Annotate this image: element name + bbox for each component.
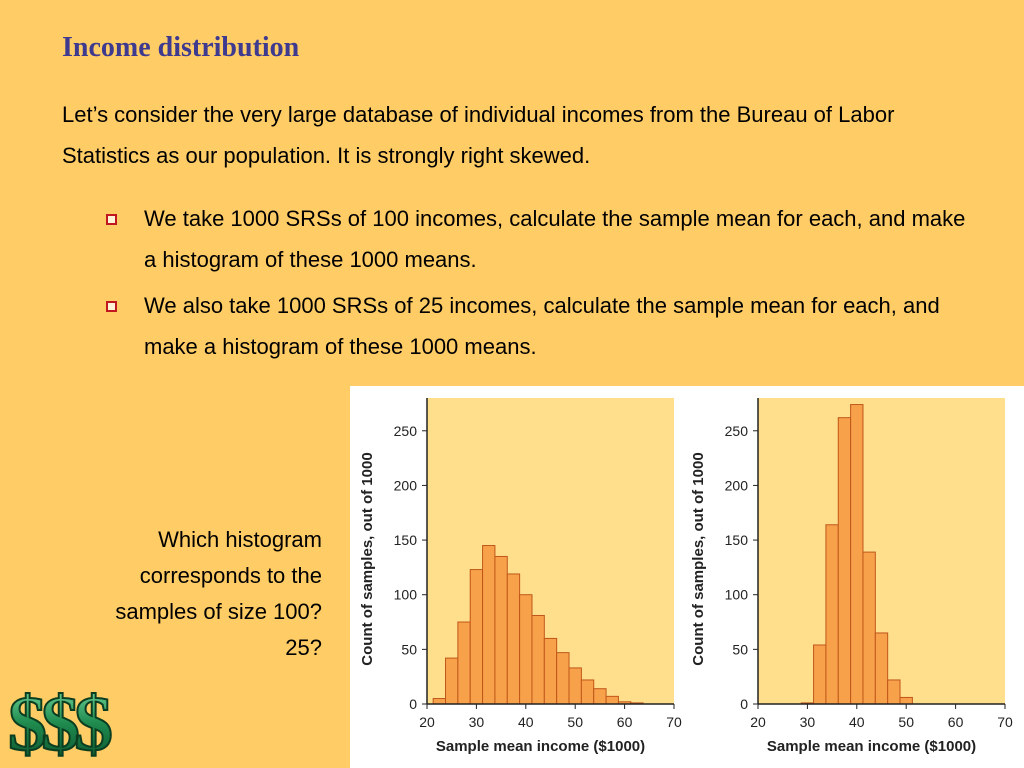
bullet-item: We take 1000 SRSs of 100 incomes, calcul…: [106, 198, 976, 280]
x-tick-label: 50: [898, 714, 914, 730]
histogram-figure: 0 50 100 150 200 250 20 30 40 50 60 70 Sample mean i…: [350, 386, 1024, 768]
y-tick-label: 150: [725, 532, 749, 548]
histogram-bar: [899, 696, 913, 705]
x-tick-label: 40: [518, 714, 534, 730]
histogram-bar: [543, 637, 558, 705]
x-axis-label: Sample mean income ($1000): [436, 738, 645, 755]
x-tick-label: 70: [666, 714, 682, 730]
x-tick-label: 30: [469, 714, 485, 730]
x-tick-label: 60: [617, 714, 633, 730]
x-tick-label: 40: [849, 714, 865, 730]
histogram-bar: [874, 632, 889, 705]
y-tick-label: 250: [394, 423, 418, 439]
bullet-item: We also take 1000 SRSs of 25 incomes, ca…: [106, 285, 976, 367]
histogram-bar: [568, 667, 582, 705]
bullet-list: We take 1000 SRSs of 100 incomes, calcul…: [106, 198, 976, 372]
histogram-bar: [531, 614, 545, 705]
x-axis-label: Sample mean income ($1000): [767, 738, 976, 755]
x-tick-label: 60: [948, 714, 964, 730]
y-axis-label: Count of samples, out of 1000: [359, 452, 376, 665]
histogram-bar: [825, 524, 839, 705]
histogram-bar: [432, 698, 447, 705]
histogram-bar: [850, 404, 864, 705]
histogram-bar: [837, 417, 852, 705]
y-tick-label: 200: [725, 477, 749, 493]
logo-text: $$$: [8, 680, 111, 760]
intro-paragraph: Let’s consider the very large database o…: [62, 102, 895, 168]
histogram-bar: [445, 657, 459, 705]
histogram-bar: [519, 594, 533, 705]
bullet-text: We also take 1000 SRSs of 25 incomes, ca…: [144, 293, 940, 359]
dollar-signs-logo: $$$: [7, 680, 118, 760]
histogram-bar: [813, 644, 827, 705]
y-tick-label: 50: [401, 641, 417, 657]
x-tick-label: 20: [419, 714, 435, 730]
y-tick-label: 250: [725, 423, 749, 439]
x-tick-label: 50: [567, 714, 583, 730]
histogram-bar: [506, 573, 521, 705]
histogram-bar: [494, 555, 508, 705]
y-tick-label: 0: [409, 696, 417, 712]
square-bullet-icon: [106, 214, 117, 225]
histogram-bar: [862, 551, 876, 705]
x-tick-label: 30: [800, 714, 816, 730]
histogram-bar: [593, 688, 607, 705]
y-tick-label: 100: [394, 587, 418, 603]
y-tick-label: 0: [740, 696, 748, 712]
bullet-text: We take 1000 SRSs of 100 incomes, calcul…: [144, 206, 966, 272]
histogram-bar: [605, 695, 619, 705]
question-text: Which histogram corresponds to the sampl…: [115, 527, 322, 660]
histogram-bar: [457, 621, 471, 705]
histogram-bar: [482, 545, 496, 705]
y-tick-label: 200: [394, 477, 418, 493]
y-tick-label: 50: [732, 641, 748, 657]
y-axis-label: Count of samples, out of 1000: [690, 452, 707, 665]
y-tick-label: 100: [725, 587, 749, 603]
histogram-bar: [580, 679, 595, 705]
slide-title: Income distribution: [62, 32, 300, 63]
y-tick-label: 150: [394, 532, 418, 548]
x-tick-label: 20: [750, 714, 766, 730]
histogram-bar: [469, 569, 484, 705]
histogram-bar: [556, 652, 570, 705]
histogram-bar: [887, 679, 901, 705]
square-bullet-icon: [106, 301, 117, 312]
x-tick-label: 70: [997, 714, 1013, 730]
